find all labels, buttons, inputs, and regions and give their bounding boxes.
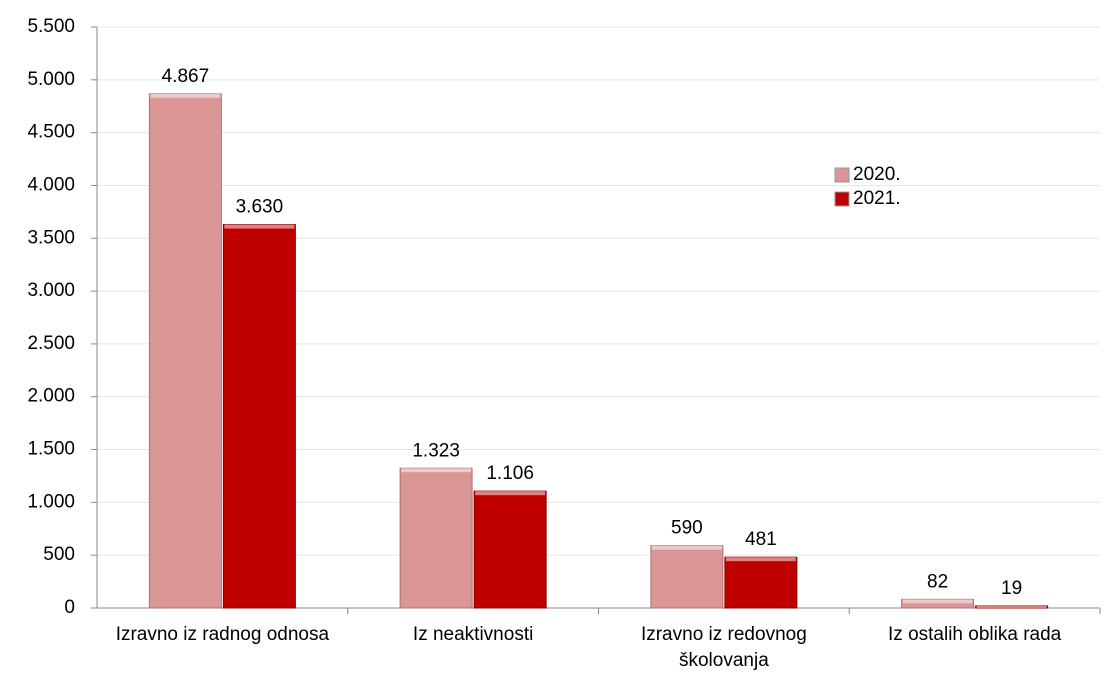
data-label: 3.630 (236, 197, 284, 218)
bar-highlight (725, 557, 796, 562)
y-tick-label: 1.000 (27, 491, 75, 512)
y-tick-label: 2.000 (27, 386, 75, 407)
y-tick-label: 3.500 (27, 227, 75, 248)
bar (473, 490, 547, 609)
bar-highlight (902, 599, 973, 604)
data-label: 19 (1001, 578, 1022, 599)
x-tick-label: Iz ostalih oblika rada (888, 624, 1062, 645)
y-tick-label: 3.000 (27, 280, 75, 301)
bar-highlight (150, 93, 221, 98)
bar-highlight (475, 491, 546, 496)
legend-label: 2021. (853, 188, 901, 209)
bar (399, 467, 473, 609)
bar (650, 545, 724, 609)
data-label: 1.106 (486, 463, 534, 484)
bar-highlight (224, 224, 295, 229)
bar-highlight (651, 545, 722, 550)
bar (148, 93, 222, 609)
x-tick-label: Izravno iz redovnog školovanja (640, 624, 807, 671)
y-tick-label: 5.000 (27, 69, 75, 90)
y-tick-label: 4.500 (27, 122, 75, 143)
data-label: 590 (671, 518, 703, 539)
y-tick-label: 0 (64, 597, 75, 618)
x-tick-label: Iz neaktivnosti (412, 624, 534, 645)
bar (724, 556, 798, 609)
legend-swatch (834, 167, 850, 183)
legend-label: 2020. (853, 164, 901, 185)
y-tick-label: 4.000 (27, 174, 75, 195)
data-label: 1.323 (412, 440, 460, 461)
data-label: 82 (927, 571, 948, 592)
y-tick-label: 1.500 (27, 439, 75, 460)
y-tick-label: 500 (43, 544, 75, 565)
bar-highlight (401, 468, 472, 473)
data-label: 4.867 (162, 66, 210, 87)
bar-highlight (976, 605, 1047, 608)
y-tick-label: 5.500 (27, 16, 75, 37)
bar (222, 224, 296, 609)
legend-swatch (834, 191, 850, 207)
y-tick-label: 2.500 (27, 333, 75, 354)
data-label: 481 (745, 529, 777, 550)
x-tick-label: Izravno iz radnog odnosa (115, 624, 330, 645)
